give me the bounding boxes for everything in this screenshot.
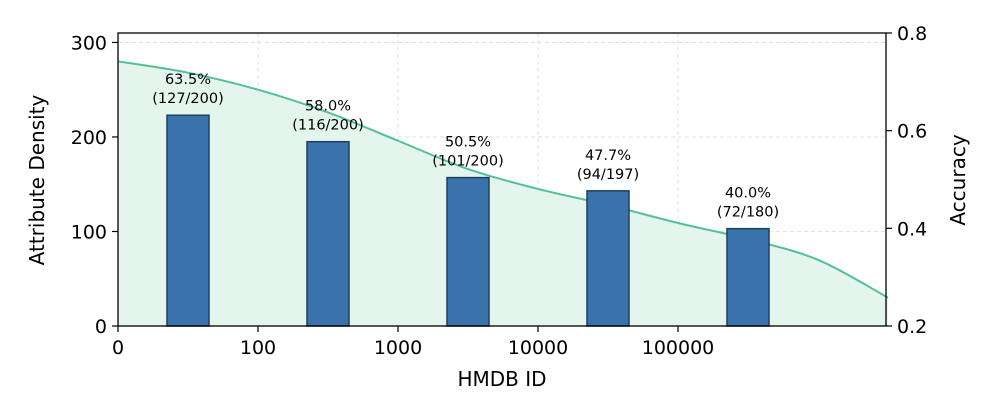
- y-right-tick-label: 0.4: [897, 218, 927, 240]
- bar: [446, 176, 490, 327]
- bar-accuracy-label: 47.7%: [585, 148, 631, 164]
- bar: [306, 140, 350, 327]
- bar-count-label: (72/180): [717, 205, 779, 221]
- bar-count-label: (101/200): [432, 154, 504, 170]
- y-left-tick-label: 100: [71, 221, 107, 243]
- bar-accuracy-label: 63.5%: [165, 72, 211, 88]
- bar-accuracy-label: 50.5%: [445, 135, 491, 151]
- y-right-tick-label: 0.2: [897, 316, 927, 338]
- density-area: [118, 61, 888, 327]
- y-right-tick-label: 0.6: [897, 121, 927, 143]
- plot-frame: [117, 32, 887, 327]
- y-right-axis-ticks: 0.2 0.4 0.6 0.8: [886, 23, 927, 338]
- x-tick-label: 0: [112, 337, 124, 359]
- bar-count-label: (94/197): [577, 167, 639, 183]
- x-tick-label: 100000: [642, 337, 715, 359]
- y-right-axis-title: Accuracy: [946, 134, 970, 225]
- x-axis-ticks: 0 100 1000 10000 100000: [112, 326, 714, 359]
- bar-count-label: (127/200): [152, 91, 224, 107]
- bar-accuracy-label: 40.0%: [725, 186, 771, 202]
- bar: [586, 190, 630, 327]
- bars: [166, 114, 770, 327]
- y-right-tick-label: 0.8: [897, 23, 927, 45]
- y-left-axis-ticks: 0 100 200 300: [71, 32, 118, 338]
- bar-labels: 63.5% (127/200) 58.0% (116/200) 50.5% (101/20…: [152, 72, 779, 220]
- bar-accuracy-label: 58.0%: [305, 99, 351, 115]
- bar-count-label: (116/200): [292, 118, 364, 134]
- x-tick-label: 10000: [508, 337, 568, 359]
- x-axis-title: HMDB ID: [457, 367, 546, 391]
- y-left-tick-label: 200: [71, 127, 107, 149]
- x-tick-label: 100: [240, 337, 276, 359]
- bar: [726, 227, 770, 327]
- y-left-tick-label: 0: [95, 316, 107, 338]
- y-left-tick-label: 300: [71, 32, 107, 54]
- bar: [166, 114, 210, 327]
- x-tick-label: 1000: [374, 337, 422, 359]
- y-left-axis-title: Attribute Density: [25, 94, 49, 265]
